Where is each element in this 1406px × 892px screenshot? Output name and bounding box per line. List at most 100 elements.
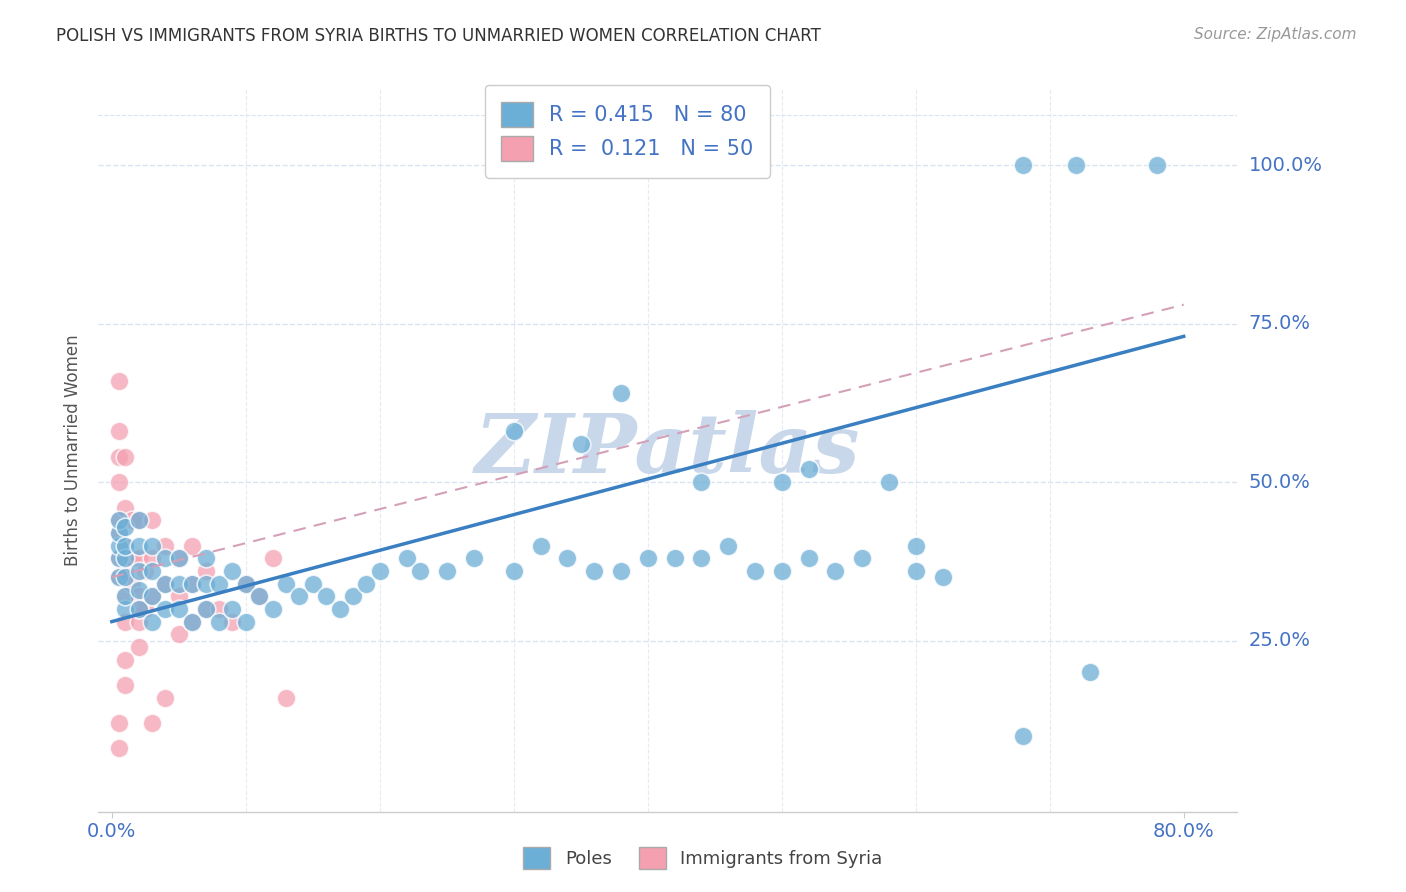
- Point: [107, 525, 129, 540]
- Point: [114, 589, 136, 603]
- Point: [121, 576, 143, 591]
- Point: [155, 576, 177, 591]
- Point: [904, 539, 927, 553]
- Point: [128, 602, 150, 616]
- Point: [502, 425, 524, 439]
- Point: [107, 551, 129, 566]
- Point: [221, 615, 243, 629]
- Y-axis label: Births to Unmarried Women: Births to Unmarried Women: [65, 334, 83, 566]
- Point: [1066, 158, 1088, 172]
- Point: [610, 564, 633, 578]
- Point: [107, 475, 129, 490]
- Point: [107, 551, 129, 566]
- Point: [877, 475, 900, 490]
- Point: [770, 564, 793, 578]
- Point: [770, 475, 793, 490]
- Point: [167, 589, 190, 603]
- Text: ZIPatlas: ZIPatlas: [475, 410, 860, 491]
- Point: [121, 513, 143, 527]
- Point: [194, 551, 217, 566]
- Point: [557, 551, 579, 566]
- Point: [114, 602, 136, 616]
- Point: [167, 576, 190, 591]
- Point: [128, 615, 150, 629]
- Point: [235, 615, 257, 629]
- Point: [717, 539, 740, 553]
- Point: [128, 539, 150, 553]
- Point: [141, 615, 163, 629]
- Point: [690, 551, 713, 566]
- Point: [114, 652, 136, 666]
- Point: [208, 576, 231, 591]
- Point: [181, 576, 204, 591]
- Point: [368, 564, 391, 578]
- Point: [262, 602, 284, 616]
- Point: [274, 576, 297, 591]
- Point: [128, 589, 150, 603]
- Point: [107, 741, 129, 756]
- Point: [128, 602, 150, 616]
- Point: [931, 570, 953, 584]
- Point: [194, 576, 217, 591]
- Text: Source: ZipAtlas.com: Source: ZipAtlas.com: [1194, 27, 1357, 42]
- Point: [247, 589, 270, 603]
- Point: [797, 462, 820, 476]
- Point: [107, 513, 129, 527]
- Point: [356, 576, 378, 591]
- Point: [342, 589, 364, 603]
- Point: [1078, 665, 1101, 680]
- Point: [181, 615, 204, 629]
- Point: [690, 475, 713, 490]
- Point: [107, 539, 129, 553]
- Text: 100.0%: 100.0%: [1249, 156, 1323, 175]
- Point: [167, 627, 190, 641]
- Point: [463, 551, 485, 566]
- Point: [107, 450, 129, 464]
- Point: [114, 500, 136, 515]
- Point: [128, 551, 150, 566]
- Point: [128, 513, 150, 527]
- Point: [301, 576, 323, 591]
- Text: POLISH VS IMMIGRANTS FROM SYRIA BIRTHS TO UNMARRIED WOMEN CORRELATION CHART: POLISH VS IMMIGRANTS FROM SYRIA BIRTHS T…: [56, 27, 821, 45]
- Point: [141, 513, 163, 527]
- Point: [107, 374, 129, 388]
- Point: [141, 589, 163, 603]
- Point: [315, 589, 337, 603]
- Point: [107, 425, 129, 439]
- Point: [181, 576, 204, 591]
- Point: [141, 716, 163, 731]
- Legend: Poles, Immigrants from Syria: Poles, Immigrants from Syria: [515, 838, 891, 879]
- Point: [155, 576, 177, 591]
- Point: [1012, 729, 1035, 743]
- Point: [107, 716, 129, 731]
- Point: [114, 519, 136, 533]
- Point: [395, 551, 418, 566]
- Point: [167, 551, 190, 566]
- Text: 50.0%: 50.0%: [1249, 473, 1310, 491]
- Point: [502, 564, 524, 578]
- Point: [194, 602, 217, 616]
- Point: [114, 539, 136, 553]
- Point: [134, 564, 156, 578]
- Point: [107, 570, 129, 584]
- Point: [569, 437, 592, 451]
- Point: [274, 690, 297, 705]
- Text: 25.0%: 25.0%: [1249, 632, 1310, 650]
- Point: [436, 564, 458, 578]
- Point: [128, 564, 150, 578]
- Point: [208, 602, 231, 616]
- Point: [128, 513, 150, 527]
- Point: [583, 564, 606, 578]
- Point: [114, 615, 136, 629]
- Point: [114, 539, 136, 553]
- Point: [529, 539, 551, 553]
- Point: [128, 640, 150, 654]
- Point: [208, 615, 231, 629]
- Point: [610, 386, 633, 401]
- Point: [114, 551, 136, 566]
- Point: [181, 539, 204, 553]
- Point: [235, 576, 257, 591]
- Point: [167, 602, 190, 616]
- Point: [288, 589, 311, 603]
- Text: 75.0%: 75.0%: [1249, 314, 1310, 334]
